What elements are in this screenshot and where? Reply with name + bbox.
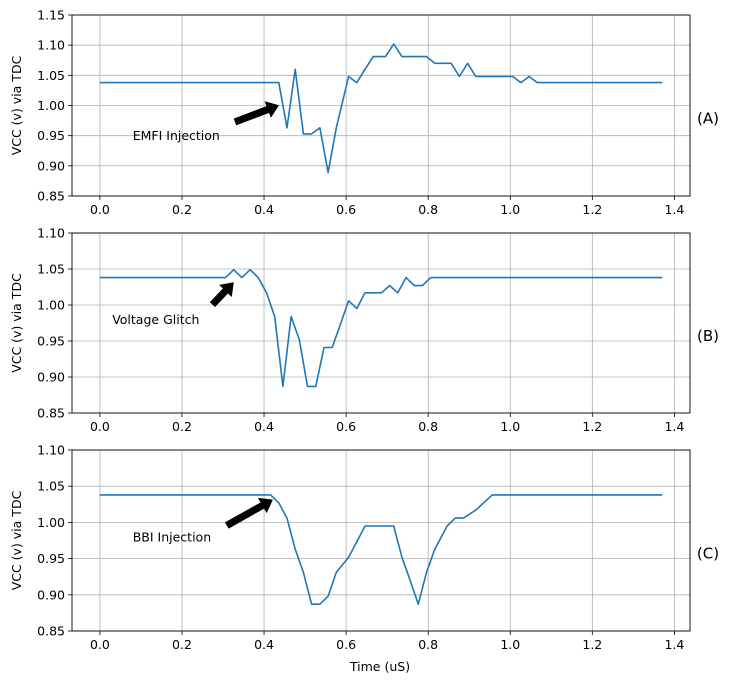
y-axis-label: VCC (v) via TDC [9,490,24,590]
y-tick-label: 0.95 [37,551,65,566]
y-tick-label: 0.95 [37,128,65,143]
x-tick-label: 0.0 [90,202,110,217]
y-tick-label: 1.10 [37,226,65,241]
y-tick-label: 1.00 [37,98,65,113]
y-tick-label: 1.05 [37,262,65,277]
plot-frame [71,14,691,197]
y-tick-label: 0.85 [37,624,65,639]
y-tick-label: 0.85 [37,189,65,204]
annotation-arrow [224,497,273,529]
plot-frame [71,232,691,414]
x-tick-label: 1.0 [500,202,520,217]
x-tick-label: 0.0 [90,637,110,652]
series-line [99,43,663,174]
x-tick-label: 0.2 [172,202,192,217]
series-line [99,268,663,388]
x-tick-label: 0.8 [418,637,438,652]
x-tick-label: 0.6 [336,202,356,217]
y-tick-label: 0.85 [37,406,65,421]
annotation-arrow [209,282,234,308]
x-tick-label: 0.4 [254,202,274,217]
y-tick-label: 1.05 [37,479,65,494]
panel-2: 0.0 0.2 0.4 0.6 0.8 1.0 1.2 1.4 0.85 0.90 0.95 1.00… [9,226,719,435]
panel-label: (B) [697,327,719,345]
y-axis-label: VCC (v) via TDC [9,273,24,373]
y-tick-label: 1.05 [37,68,65,83]
x-tick-label: 1.0 [500,637,520,652]
x-tick-label: 1.4 [664,202,684,217]
plot-frame [71,449,691,632]
x-tick-label: 0.8 [418,202,438,217]
y-tick-label: 1.10 [37,38,65,53]
x-tick-label: 0.6 [336,637,356,652]
panel-label: (A) [697,110,719,128]
x-tick-label: 0.2 [172,419,192,434]
x-tick-label: 0.2 [172,637,192,652]
y-tick-label: 0.90 [37,587,65,602]
panel-3: 0.0 0.2 0.4 0.6 0.8 1.0 1.2 1.4 0.85 0.90 0.95 1.00… [9,443,719,653]
x-tick-label: 0.4 [254,419,274,434]
y-tick-label: 0.90 [37,158,65,173]
annotation-arrow [233,101,280,126]
x-tick-label: 1.4 [664,419,684,434]
y-tick-label: 0.90 [37,370,65,385]
x-tick-label: 1.0 [500,419,520,434]
x-tick-label: 0.8 [418,419,438,434]
x-axis-label: Time (uS) [349,659,410,674]
panel-1: 0.0 0.2 0.4 0.6 0.8 1.0 1.2 1.4 0.85 0.90 0.95 1.00… [9,8,719,218]
x-tick-label: 1.4 [664,637,684,652]
series-line [99,494,663,606]
y-tick-label: 1.00 [37,298,65,313]
y-tick-label: 0.95 [37,334,65,349]
x-tick-label: 0.0 [90,419,110,434]
x-tick-label: 1.2 [582,202,602,217]
x-tick-label: 1.2 [582,419,602,434]
x-tick-label: 0.4 [254,637,274,652]
annotation-text: Voltage Glitch [112,312,199,327]
y-axis-label: VCC (v) via TDC [9,55,24,155]
x-tick-label: 1.2 [582,637,602,652]
annotation-text: BBI Injection [133,529,211,544]
panels: 0.0 0.2 0.4 0.6 0.8 1.0 1.2 1.40.850.900.951.00… [9,8,719,653]
annotation-text: EMFI Injection [133,128,220,143]
y-tick-label: 1.15 [37,8,65,23]
y-tick-label: 1.10 [37,443,65,458]
panel-label: (C) [697,545,719,563]
y-tick-label: 1.00 [37,515,65,530]
x-tick-label: 0.6 [336,419,356,434]
